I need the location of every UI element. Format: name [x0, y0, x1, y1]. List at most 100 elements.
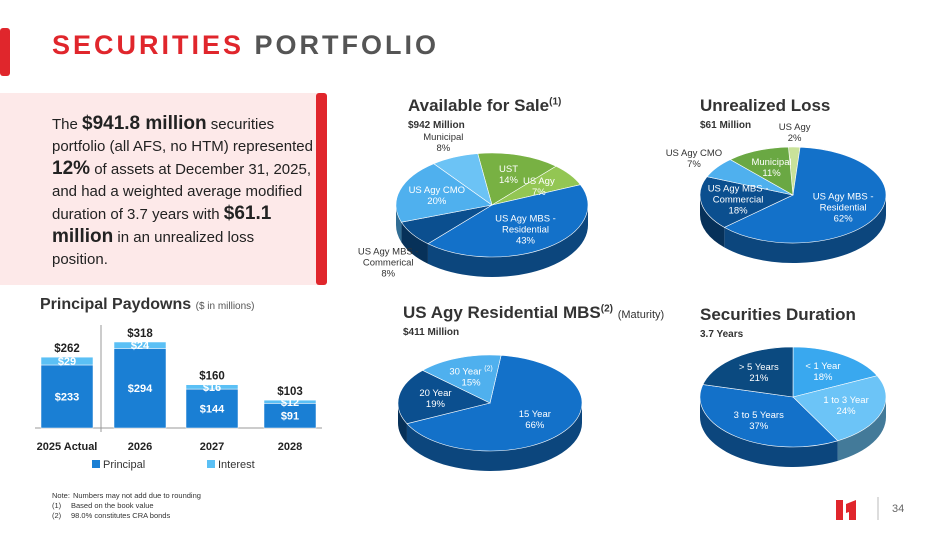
slice-value: 19%: [425, 398, 445, 410]
pie-side: [700, 397, 838, 468]
chart-title-text: Unrealized Loss: [700, 96, 831, 115]
chart-title-text: US Agy Residential MBS: [403, 303, 601, 322]
footnote-text: 98.0% constitutes CRA bonds: [71, 511, 171, 520]
chart-subtitle: $61 Million: [700, 120, 752, 131]
pie-slice: [699, 176, 794, 228]
total-label: $262: [54, 343, 80, 355]
slice-name: US Agy MBS - Residential: [800, 191, 886, 213]
bar-segment: [263, 403, 317, 429]
summary-run: The: [52, 116, 83, 133]
slice-label: US Agy MBS - Commerical 8%: [345, 246, 431, 279]
segment-label: $91: [281, 411, 299, 423]
summary-bar: [316, 93, 327, 285]
chart-title: Available for Sale(1): [408, 96, 561, 116]
segment-label: $16: [203, 382, 221, 394]
pie-slice: [397, 369, 491, 424]
slice-value: 43%: [515, 235, 535, 247]
total-label: $160: [199, 371, 225, 383]
bar-segment: [40, 364, 94, 429]
bar-segment: [185, 384, 239, 390]
slice-value: 20%: [427, 196, 447, 208]
logo: [836, 500, 856, 520]
footnote-text: Based on the book value: [71, 501, 154, 510]
slice-label: Municipal 8%: [400, 132, 486, 154]
chart-title: Principal Paydowns ($ in millions): [40, 296, 255, 314]
chart-subtitle: $942 Million: [408, 120, 465, 131]
slice-name-text: < 1 Year: [805, 360, 841, 372]
segment-label: $144: [200, 404, 225, 416]
footnote: (2) 98.0% constitutes CRA bonds: [52, 511, 201, 521]
legend-label: Interest: [218, 459, 255, 471]
pie-side: [837, 397, 886, 461]
title-note: (1): [549, 96, 562, 108]
slice-value: 18%: [728, 205, 748, 217]
slice-value: 66%: [525, 419, 545, 431]
x-tick-label: 2026: [128, 441, 152, 453]
slice-value: 21%: [749, 373, 769, 385]
slice-label: Municipal 11%: [729, 157, 815, 179]
slice-label: US Agy CMO 7%: [651, 148, 737, 170]
slice-name-text: 15 Year: [518, 408, 551, 420]
title-tab: [0, 28, 10, 76]
slice-value: 7%: [531, 186, 546, 198]
slice-name-text: US Agy CMO: [665, 148, 723, 160]
summary-highlight: $941.8 million: [82, 113, 207, 134]
summary-run: securities portfolio (all AFS, no HTM) r…: [52, 116, 313, 155]
chart-title: Unrealized Loss: [700, 96, 830, 116]
pie-slice: [477, 152, 557, 206]
slice-name-text: 3 to 5 Years: [733, 409, 784, 421]
slice-name-text: UST: [499, 164, 518, 176]
page-number: 34: [892, 503, 905, 515]
chart-title: Securities Duration: [700, 305, 856, 325]
footnote-marker: Note:: [52, 491, 70, 500]
bar-segment: [263, 399, 317, 404]
pie-slice: [702, 346, 794, 398]
bar-segment: [185, 388, 239, 429]
slice-name-text: US Agy MBS - Residential: [495, 213, 556, 236]
slice-name-text: US Agy MBS - Commerical: [357, 246, 419, 269]
slice-name: US Agy CMO: [651, 148, 737, 159]
slice-label: 30 Year (2) 15%: [428, 363, 514, 388]
slice-label: US Agy 7%: [496, 176, 582, 198]
total-label: $318: [127, 328, 153, 340]
slice-name: 15 Year: [492, 409, 578, 420]
footnote-marker: (1): [52, 501, 62, 510]
footnote: (1) Based on the book value: [52, 501, 201, 511]
slice-label: 1 to 3 Year 24%: [803, 395, 889, 417]
bar-segment: [113, 348, 167, 429]
slice-name: US Agy CMO: [394, 185, 480, 196]
pie-slice: [433, 153, 493, 206]
title-unit: ($ in millions): [195, 301, 255, 312]
pie-slice: [406, 355, 583, 452]
slice-note: (2): [484, 365, 493, 373]
slice-name: US Agy MBS - Commercial: [695, 184, 781, 206]
slice-name-text: US Agy MBS - Commercial: [707, 183, 769, 206]
slice-value: 15%: [461, 377, 481, 389]
slice-name: US Agy: [496, 176, 582, 187]
pie-slice: [792, 346, 878, 398]
bar-segment: [40, 356, 94, 366]
legend-swatch: [207, 460, 215, 468]
slice-name: 3 to 5 Years: [716, 410, 802, 421]
slice-name-text: 30 Year: [449, 366, 482, 378]
x-tick-label: 2027: [200, 441, 224, 453]
slice-name-text: US Agy MBS - Residential: [812, 191, 874, 214]
slice-name-text: 1 to 3 Year: [823, 395, 869, 407]
pie-side: [406, 403, 582, 472]
x-tick-label: 2025 Actual: [37, 441, 98, 453]
summary-text: The $941.8 million securities portfolio …: [52, 113, 314, 271]
legend-swatch: [92, 460, 100, 468]
pie-side: [398, 403, 407, 444]
slice-value: 8%: [436, 142, 451, 154]
footnote: Note: Numbers may not add due to rounding: [52, 491, 201, 501]
slice-name-text: US Agy CMO: [408, 185, 466, 197]
slice-name-text: Municipal: [423, 131, 464, 143]
segment-label: $24: [131, 340, 150, 352]
slice-value: 2%: [787, 132, 802, 144]
chart-title-text: Principal Paydowns: [40, 296, 192, 313]
title-suffix: (Maturity): [617, 309, 665, 321]
slice-value: 62%: [833, 213, 853, 225]
slice-name: UST: [466, 164, 552, 175]
slice-name: Municipal: [400, 132, 486, 143]
slice-label: 3 to 5 Years 37%: [716, 410, 802, 432]
